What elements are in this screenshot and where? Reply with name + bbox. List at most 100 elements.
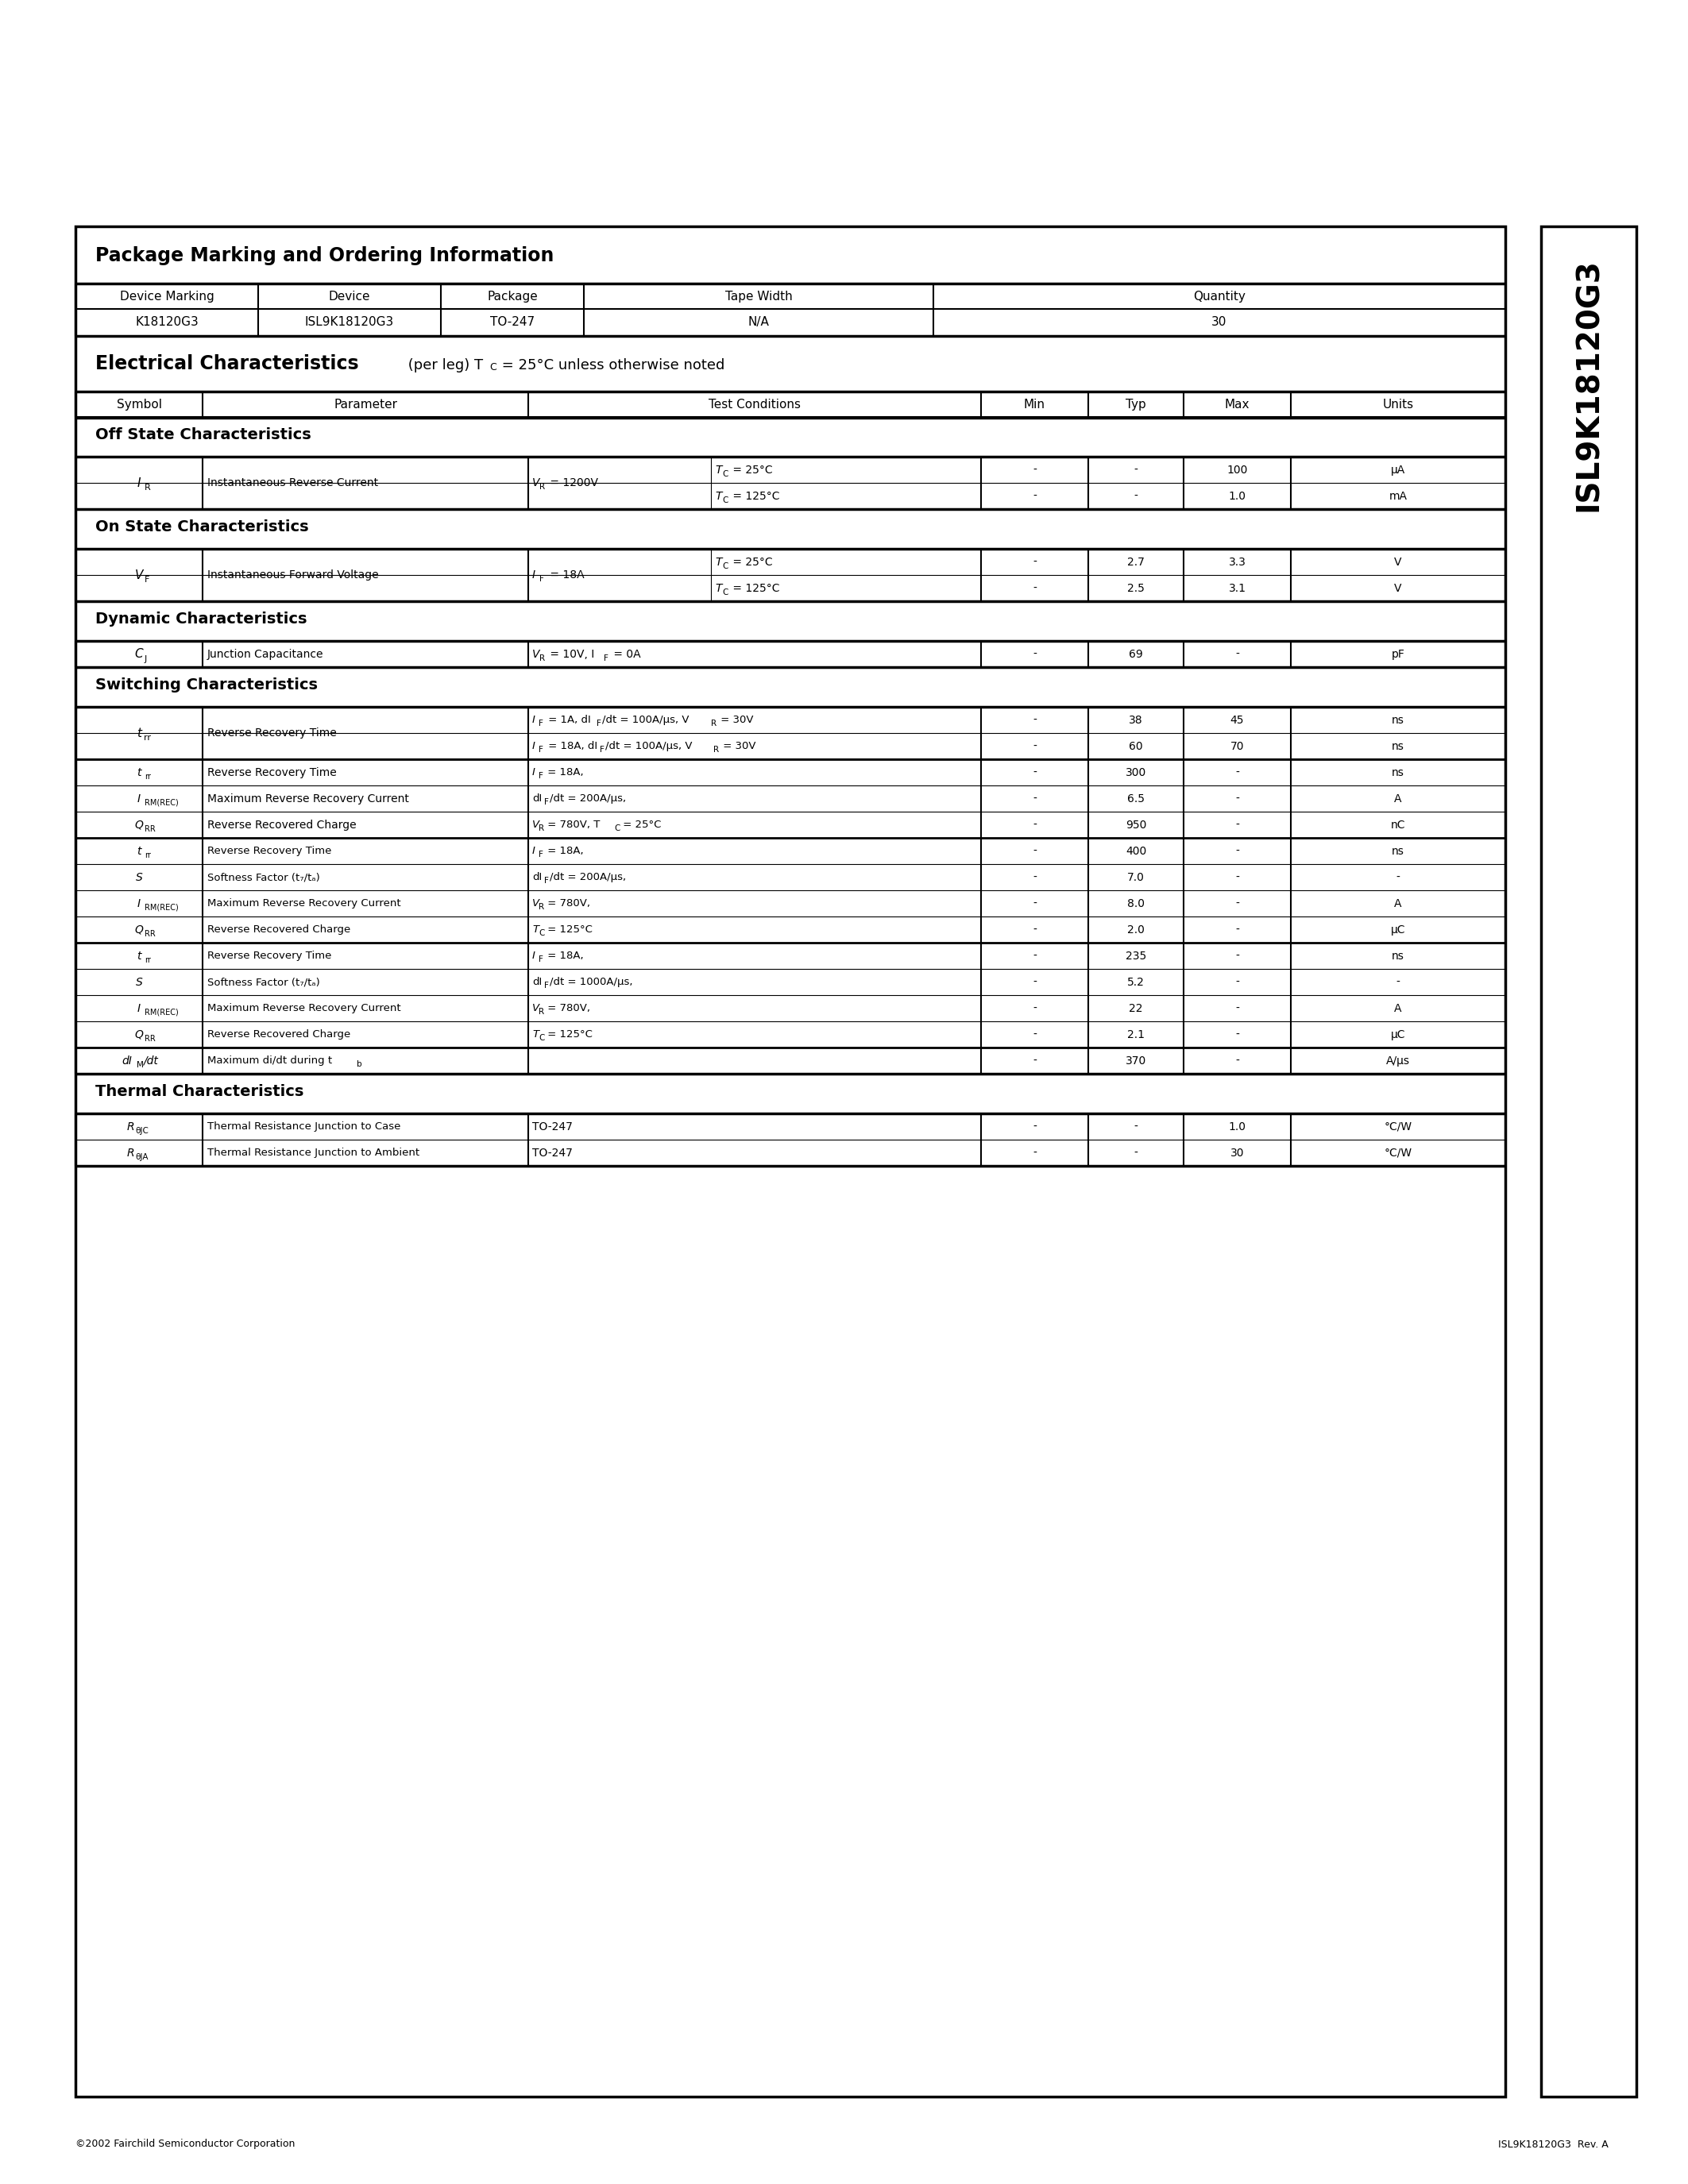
Text: 38: 38	[1129, 714, 1143, 725]
Text: -: -	[1033, 491, 1036, 502]
Text: V: V	[1394, 557, 1401, 568]
Text: Reverse Recovery Time: Reverse Recovery Time	[208, 767, 336, 778]
Text: C: C	[490, 363, 496, 373]
Text: V: V	[532, 898, 540, 909]
Text: 3.1: 3.1	[1229, 583, 1246, 594]
Text: -: -	[1236, 649, 1239, 660]
Text: -: -	[1033, 557, 1036, 568]
Text: ISL9K18120G3: ISL9K18120G3	[306, 317, 393, 328]
Text: -: -	[1033, 767, 1036, 778]
Text: /dt = 100A/μs, V: /dt = 100A/μs, V	[603, 714, 689, 725]
Text: 1.0: 1.0	[1229, 1120, 1246, 1131]
Text: 69: 69	[1129, 649, 1143, 660]
Text: /dt = 1000A/μs,: /dt = 1000A/μs,	[550, 976, 633, 987]
Text: A: A	[1394, 793, 1401, 804]
Text: 400: 400	[1126, 845, 1146, 856]
Text: Device Marking: Device Marking	[120, 290, 214, 301]
Text: μC: μC	[1391, 924, 1406, 935]
Text: On State Characteristics: On State Characteristics	[95, 520, 309, 535]
Text: 100: 100	[1227, 465, 1247, 476]
Text: 70: 70	[1231, 740, 1244, 751]
Text: 8.0: 8.0	[1128, 898, 1144, 909]
Text: I: I	[137, 898, 140, 909]
Text: I: I	[532, 950, 535, 961]
Text: RR: RR	[145, 1035, 155, 1042]
Text: C: C	[538, 1033, 545, 1042]
Text: Test Conditions: Test Conditions	[709, 397, 800, 411]
Text: -: -	[1033, 740, 1036, 751]
Text: = 18A,: = 18A,	[544, 950, 584, 961]
Text: -: -	[1236, 976, 1239, 987]
Text: C: C	[135, 649, 143, 660]
Text: = 1A, dI: = 1A, dI	[545, 714, 591, 725]
Text: Junction Capacitance: Junction Capacitance	[208, 649, 324, 660]
Text: -: -	[1236, 845, 1239, 856]
Text: (per leg) T: (per leg) T	[403, 358, 483, 373]
Text: -: -	[1236, 793, 1239, 804]
Text: ns: ns	[1391, 740, 1404, 751]
Text: 950: 950	[1126, 819, 1146, 830]
Text: Instantaneous Forward Voltage: Instantaneous Forward Voltage	[208, 570, 378, 581]
Text: I: I	[137, 1002, 140, 1013]
Text: pF: pF	[1391, 649, 1404, 660]
Text: 6.5: 6.5	[1128, 793, 1144, 804]
Text: C: C	[614, 823, 619, 832]
Text: Dynamic Characteristics: Dynamic Characteristics	[95, 612, 307, 627]
Text: Units: Units	[1382, 397, 1413, 411]
Text: 370: 370	[1126, 1055, 1146, 1066]
Text: -: -	[1236, 871, 1239, 882]
Text: Device: Device	[329, 290, 370, 301]
Text: F: F	[604, 653, 608, 662]
Text: -: -	[1033, 898, 1036, 909]
Text: dI: dI	[122, 1055, 132, 1066]
Text: T: T	[532, 1029, 538, 1040]
Text: /dt = 200A/μs,: /dt = 200A/μs,	[550, 793, 626, 804]
Text: Maximum Reverse Recovery Current: Maximum Reverse Recovery Current	[208, 898, 400, 909]
Text: C: C	[722, 561, 728, 570]
Text: Package: Package	[488, 290, 538, 301]
Text: 1.0: 1.0	[1229, 491, 1246, 502]
Text: 30: 30	[1212, 317, 1227, 328]
Text: F: F	[540, 574, 544, 583]
Text: F: F	[538, 719, 544, 727]
Text: -: -	[1236, 950, 1239, 961]
Text: 60: 60	[1129, 740, 1143, 751]
Text: 30: 30	[1231, 1147, 1244, 1158]
Text: TO-247: TO-247	[532, 1147, 572, 1158]
Text: mA: mA	[1389, 491, 1408, 502]
Text: t: t	[137, 950, 142, 961]
Text: 2.0: 2.0	[1128, 924, 1144, 935]
Text: Tape Width: Tape Width	[724, 290, 792, 301]
Text: Package Marking and Ordering Information: Package Marking and Ordering Information	[95, 247, 554, 264]
Text: R: R	[538, 823, 544, 832]
Text: Maximum Reverse Recovery Current: Maximum Reverse Recovery Current	[208, 1002, 400, 1013]
Text: Reverse Recovery Time: Reverse Recovery Time	[208, 950, 331, 961]
Text: -: -	[1033, 845, 1036, 856]
Text: -: -	[1033, 1029, 1036, 1040]
Text: = 25°C: = 25°C	[729, 557, 773, 568]
Text: 2.1: 2.1	[1128, 1029, 1144, 1040]
Text: T: T	[532, 924, 538, 935]
Text: θJC: θJC	[135, 1127, 149, 1133]
Text: 2.7: 2.7	[1128, 557, 1144, 568]
Text: θJA: θJA	[135, 1153, 149, 1160]
Text: 235: 235	[1126, 950, 1146, 961]
Text: Min: Min	[1025, 397, 1045, 411]
Text: -: -	[1236, 924, 1239, 935]
Text: t: t	[137, 845, 142, 856]
Text: /dt: /dt	[143, 1055, 159, 1066]
Text: F: F	[538, 745, 544, 753]
Text: Reverse Recovered Charge: Reverse Recovered Charge	[208, 819, 356, 830]
Text: -: -	[1033, 649, 1036, 660]
Text: t: t	[137, 767, 142, 778]
Text: -: -	[1033, 871, 1036, 882]
Text: nC: nC	[1391, 819, 1406, 830]
Text: -: -	[1236, 819, 1239, 830]
Text: -: -	[1134, 1120, 1138, 1131]
Text: Parameter: Parameter	[334, 397, 397, 411]
Text: Quantity: Quantity	[1193, 290, 1246, 301]
Text: -: -	[1033, 1055, 1036, 1066]
Text: S: S	[135, 871, 142, 882]
Text: R: R	[714, 745, 719, 753]
Text: F: F	[538, 771, 544, 780]
